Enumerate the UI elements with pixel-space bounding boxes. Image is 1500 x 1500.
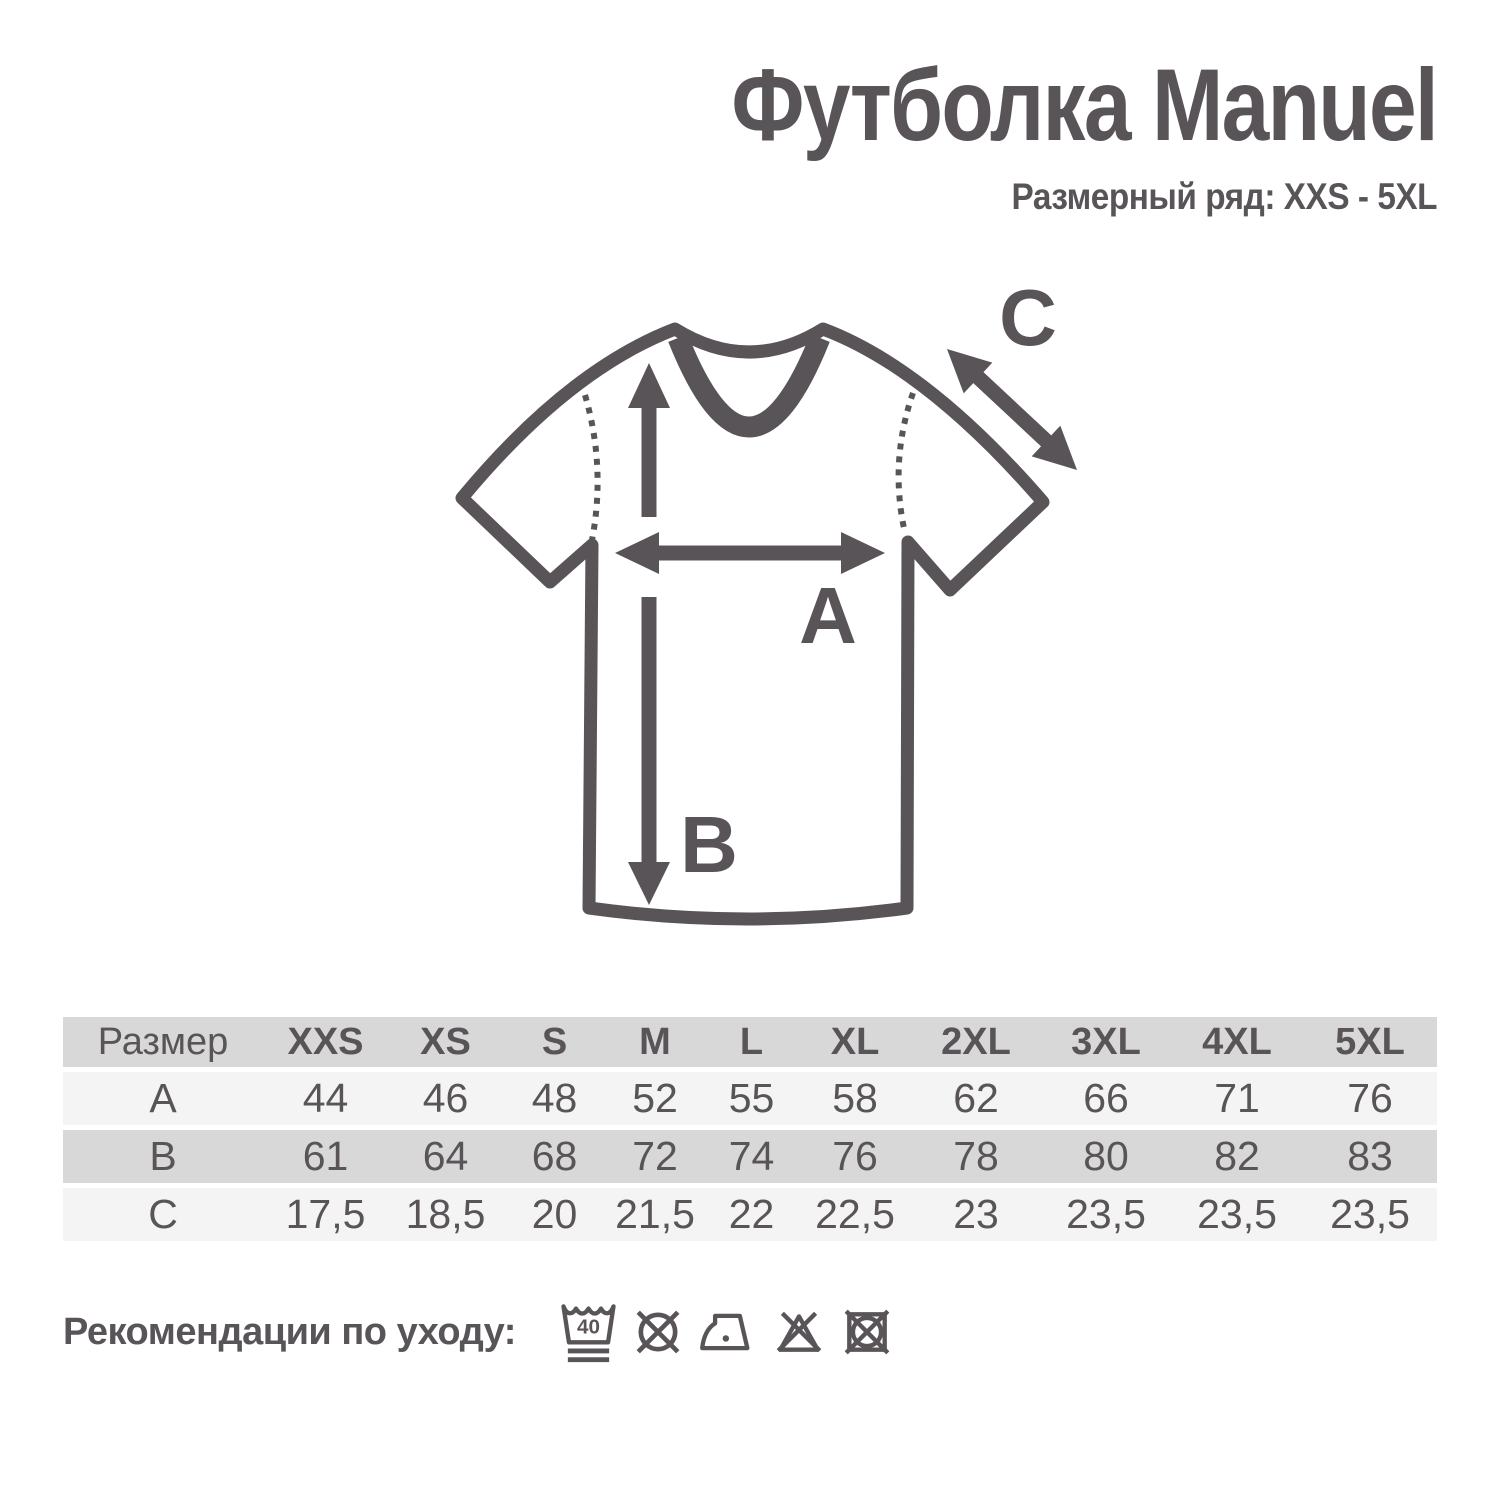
size-value-cell: 23,5: [1041, 1185, 1171, 1241]
care-recommendations: Рекомендации по уходу: 40: [63, 1290, 893, 1374]
size-value-cell: 48: [503, 1069, 606, 1130]
size-table-header-row: Размер XXS XS S M L XL 2XL 3XL 4XL 5XL: [63, 1017, 1437, 1072]
size-col-header: 5XL: [1303, 1017, 1437, 1072]
size-value-cell: 55: [704, 1069, 799, 1130]
size-value-cell: 83: [1303, 1127, 1437, 1188]
size-value-cell: 52: [606, 1069, 704, 1130]
size-col-header: XS: [388, 1017, 503, 1072]
size-value-cell: 68: [503, 1127, 606, 1188]
iron-low-temp-icon: [700, 1313, 750, 1351]
size-col-header: XL: [799, 1017, 911, 1072]
size-value-cell: 80: [1041, 1127, 1171, 1188]
row-label: C: [63, 1185, 263, 1241]
size-table: Размер XXS XS S M L XL 2XL 3XL 4XL 5XL A…: [63, 1017, 1437, 1241]
table-row-c: C 17,5 18,5 20 21,5 22 22,5 23 23,5 23,5…: [63, 1185, 1437, 1241]
arrow-b: [628, 363, 670, 905]
size-value-cell: 23,5: [1303, 1185, 1437, 1241]
header: Футболка Manuel Размерный ряд: XXS - 5XL: [597, 48, 1438, 218]
arrow-c: [947, 349, 1077, 470]
collar-line: [668, 334, 830, 438]
table-row-b: B 61 64 68 72 74 76 78 80 82 83: [63, 1127, 1437, 1188]
wash-40-icon: 40: [561, 1303, 616, 1362]
care-label: Рекомендации по уходу:: [63, 1310, 516, 1353]
size-value-cell: 72: [606, 1127, 704, 1188]
size-value-cell: 74: [704, 1127, 799, 1188]
size-value-cell: 71: [1171, 1069, 1303, 1130]
size-col-header: L: [704, 1017, 799, 1072]
size-col-header: 4XL: [1171, 1017, 1303, 1072]
do-not-tumble-dry-icon: [844, 1309, 890, 1355]
size-col-header: M: [606, 1017, 704, 1072]
size-value-cell: 66: [1041, 1069, 1171, 1130]
svg-text:40: 40: [577, 1315, 600, 1338]
tshirt-diagram-svg: A B C: [455, 273, 1077, 926]
size-value-cell: 64: [388, 1127, 503, 1188]
measurement-label-c: C: [999, 273, 1057, 362]
table-row-a: A 44 46 48 52 55 58 62 66 71 76: [63, 1069, 1437, 1130]
size-col-header: S: [503, 1017, 606, 1072]
size-value-cell: 20: [503, 1185, 606, 1241]
size-col-header: XXS: [263, 1017, 388, 1072]
size-value-cell: 23: [911, 1185, 1041, 1241]
size-value-cell: 18,5: [388, 1185, 503, 1241]
size-value-cell: 46: [388, 1069, 503, 1130]
size-value-cell: 78: [911, 1127, 1041, 1188]
row-label: B: [63, 1127, 263, 1188]
size-value-cell: 76: [799, 1127, 911, 1188]
size-col-header: Размер: [63, 1017, 263, 1072]
size-value-cell: 44: [263, 1069, 388, 1130]
size-value-cell: 61: [263, 1127, 388, 1188]
size-value-cell: 17,5: [263, 1185, 388, 1241]
do-not-bleach-icon: [776, 1311, 822, 1353]
right-armhole-seam: [895, 392, 916, 534]
measurement-label-b: B: [680, 800, 738, 889]
size-value-cell: 58: [799, 1069, 911, 1130]
care-icons: 40: [560, 1301, 893, 1364]
size-col-header: 2XL: [911, 1017, 1041, 1072]
size-value-cell: 62: [911, 1069, 1041, 1130]
row-label: A: [63, 1069, 263, 1130]
size-value-cell: 22,5: [799, 1185, 911, 1241]
do-not-dry-clean-icon: [636, 1310, 680, 1354]
size-value-cell: 21,5: [606, 1185, 704, 1241]
size-value-cell: 23,5: [1171, 1185, 1303, 1241]
tshirt-outline: [455, 322, 1050, 926]
product-title: Футболка Manuel: [731, 48, 1438, 162]
size-col-header: 3XL: [1041, 1017, 1171, 1072]
arrow-a: [615, 532, 885, 574]
tshirt-measurement-diagram: A B C: [440, 270, 1120, 970]
left-armhole-seam: [582, 394, 601, 541]
size-value-cell: 82: [1171, 1127, 1303, 1188]
size-range-subtitle: Размерный ряд: XXS - 5XL: [1011, 176, 1437, 218]
size-value-cell: 22: [704, 1185, 799, 1241]
measurement-label-a: A: [799, 571, 857, 660]
size-value-cell: 76: [1303, 1069, 1437, 1130]
